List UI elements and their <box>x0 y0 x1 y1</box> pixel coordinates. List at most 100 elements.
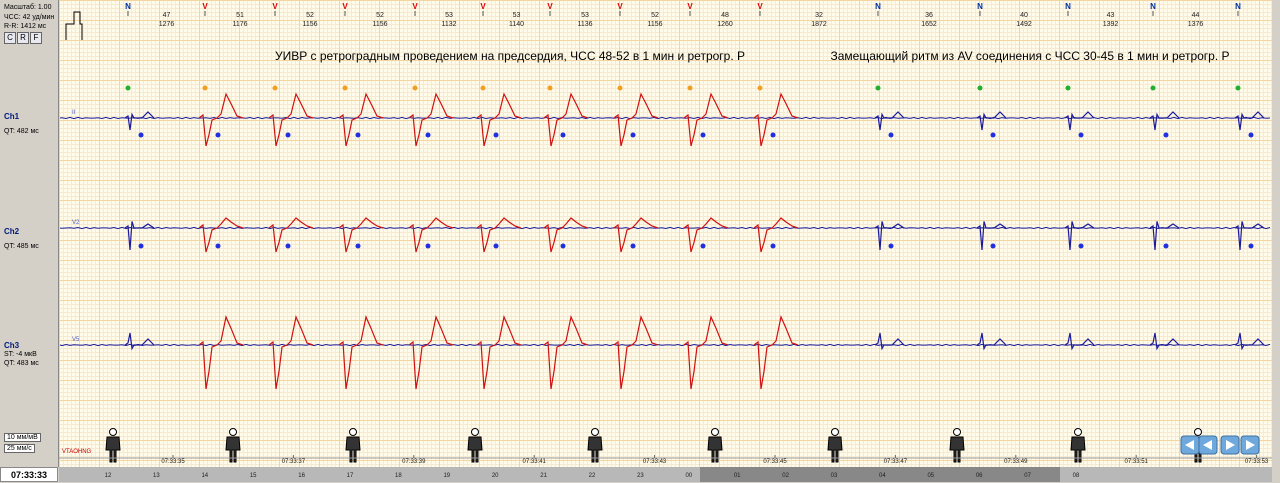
junctional-complex <box>976 332 1007 351</box>
junctional-complex <box>1149 332 1180 351</box>
posture-icon <box>467 428 483 463</box>
ventricular-complex <box>338 315 384 390</box>
heart-rate: 43 <box>1107 12 1115 19</box>
junctional-complex <box>976 111 1007 131</box>
annotation: Замещающий ритм из AV соединения с ЧСС 3… <box>830 49 1229 63</box>
ventricular-complex <box>268 315 314 390</box>
beat-dot <box>687 85 693 91</box>
p-dot <box>1163 132 1169 138</box>
hour-label: 23 <box>637 473 644 479</box>
beat-dot <box>412 85 418 91</box>
rr: R-R: 1412 мс <box>4 23 47 30</box>
junctional-complex <box>1064 111 1095 131</box>
beat-dot <box>272 85 278 91</box>
hour-label: 02 <box>782 473 789 479</box>
hour-label: 00 <box>685 473 692 479</box>
beat-label: N <box>875 2 881 11</box>
lead-label: V5 <box>72 337 80 343</box>
rr-interval: 1132 <box>441 21 456 28</box>
junctional-complex <box>874 221 905 251</box>
nav-arrow <box>1203 440 1212 450</box>
ventricular-complex <box>613 217 659 253</box>
beat-label: V <box>412 2 418 11</box>
junctional-complex <box>1234 221 1265 251</box>
button[interactable]: F <box>30 32 42 44</box>
hour-label: 19 <box>443 473 450 479</box>
ventricular-complex <box>543 217 589 253</box>
icon-body <box>1070 436 1086 463</box>
button[interactable]: R <box>17 32 29 44</box>
hour-label: 08 <box>1073 473 1080 479</box>
icon-head <box>229 428 237 436</box>
ventricular-complex <box>683 315 729 390</box>
nav-button[interactable] <box>1220 435 1240 455</box>
hour-label: 13 <box>153 473 160 479</box>
p-dot <box>425 132 431 138</box>
p-dot <box>1078 132 1084 138</box>
beat-dot <box>342 85 348 91</box>
icon-body <box>949 436 965 463</box>
nav-button[interactable] <box>1198 435 1218 455</box>
gain-select[interactable]: 10 мм/мВ <box>4 433 41 442</box>
p-dot <box>1078 243 1084 249</box>
channel-info: QT: 482 мс <box>4 128 39 135</box>
icon-body <box>467 436 483 463</box>
junctional-complex <box>874 332 905 351</box>
time-label: 07:33:51 <box>1125 459 1149 465</box>
channel-name[interactable]: Ch1 <box>4 112 20 121</box>
p-dot <box>355 243 361 249</box>
icon-body <box>827 436 843 463</box>
beat-label: V <box>480 2 486 11</box>
heart-rate: 52 <box>651 12 659 19</box>
heart-rate: 48 <box>721 12 729 19</box>
button[interactable]: C <box>4 32 16 44</box>
heart-rate: 53 <box>445 12 453 19</box>
beat-dot <box>547 85 553 91</box>
scroll-thumb[interactable] <box>700 467 1060 482</box>
hour-label: 22 <box>589 473 596 479</box>
p-dot <box>560 132 566 138</box>
beat-dot <box>1235 85 1241 91</box>
ventricular-complex <box>476 315 522 390</box>
hr: ЧСС: 42 уд/мин <box>4 14 55 21</box>
speed-select[interactable]: 25 мм/с <box>4 444 35 453</box>
time-label: 07:33:41 <box>523 459 547 465</box>
p-dot <box>215 243 221 249</box>
channel-info: QT: 485 мс <box>4 243 39 250</box>
calibration-pulse <box>65 11 83 40</box>
posture-icon <box>1070 428 1086 463</box>
hour-label: 14 <box>201 473 208 479</box>
p-dot <box>700 243 706 249</box>
icon-head <box>591 428 599 436</box>
p-dot <box>770 243 776 249</box>
channel-name[interactable]: Ch3 <box>4 341 20 350</box>
p-dot <box>888 243 894 249</box>
rr-interval: 1872 <box>811 21 827 28</box>
p-dot <box>285 243 291 249</box>
beat-dot <box>1065 85 1071 91</box>
scrollbar[interactable] <box>59 467 1272 482</box>
channel-info: ST: -4 мкВ <box>4 351 37 358</box>
hour-label: 04 <box>879 473 886 479</box>
junctional-complex <box>124 111 155 131</box>
nav-button[interactable] <box>1240 435 1260 455</box>
heart-rate: 47 <box>163 12 171 19</box>
hour-label: 17 <box>347 473 354 479</box>
p-dot <box>990 243 996 249</box>
beat-label: V <box>342 2 348 11</box>
heart-rate: 44 <box>1192 12 1200 19</box>
nav-button[interactable] <box>1180 435 1200 455</box>
rr-interval: 1156 <box>302 21 317 28</box>
rr-interval: 1176 <box>232 21 247 28</box>
heart-rate: 40 <box>1020 12 1028 19</box>
channel-name[interactable]: Ch2 <box>4 227 20 236</box>
icon-head <box>349 428 357 436</box>
icon-body <box>587 436 603 463</box>
hour-label: 01 <box>734 473 741 479</box>
rr-interval: 1276 <box>159 21 175 28</box>
lead-label: V2 <box>72 220 80 226</box>
p-dot <box>1248 243 1254 249</box>
lead-label: II <box>72 110 76 116</box>
ventricular-complex <box>613 315 659 390</box>
